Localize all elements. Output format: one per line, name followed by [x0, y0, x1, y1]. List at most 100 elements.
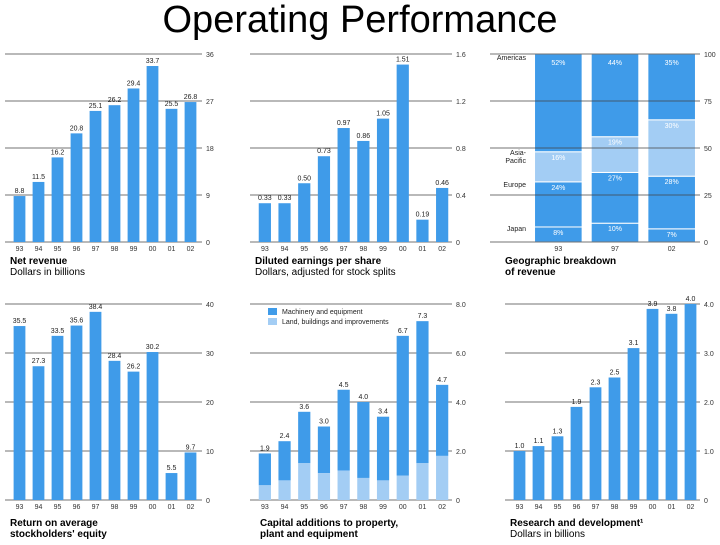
slide-title: Operating Performance — [162, 0, 558, 41]
geo-ytick: 0 — [704, 240, 708, 247]
net_revenue-ytick: 36 — [206, 52, 214, 59]
eps-value-label: 1.05 — [376, 111, 390, 118]
rnd-value-label: 1.3 — [553, 428, 563, 435]
eps-bar — [396, 64, 409, 242]
roe-xtick: 94 — [35, 504, 43, 511]
geo-ytick: 25 — [704, 193, 712, 200]
roe-bar — [108, 360, 121, 500]
net_revenue-bar — [51, 157, 64, 242]
geo-segment-label: 44% — [608, 60, 622, 67]
capex-bar-land — [278, 480, 291, 500]
net_revenue-value-label: 20.8 — [70, 125, 84, 132]
geo-segment-asia-pacific — [590, 136, 640, 173]
eps-bar — [357, 140, 370, 242]
capex-legend-label-machinery: Machinery and equipment — [282, 309, 363, 316]
capex-bar-machinery — [396, 335, 409, 476]
net_revenue-value-label: 33.7 — [146, 58, 160, 65]
capex-value-label: 2.4 — [280, 433, 290, 440]
rnd-value-label: 3.9 — [648, 301, 658, 308]
geo-xtick: 93 — [554, 246, 562, 253]
geo-ytick: 75 — [704, 99, 712, 106]
capex-legend-swatch-land — [268, 318, 277, 325]
rnd-xtick: 94 — [535, 504, 543, 511]
net-revenue-subtitle: Dollars in billions — [10, 267, 86, 278]
net_revenue-bar — [32, 181, 45, 242]
net_revenue-value-label: 16.2 — [51, 149, 65, 156]
geo-title-1: Geographic breakdown — [505, 256, 617, 267]
net_revenue-xtick: 93 — [16, 246, 24, 253]
eps-value-label: 0.50 — [297, 175, 311, 182]
geo-ytick: 100 — [704, 52, 716, 59]
net_revenue-ytick: 18 — [206, 146, 214, 153]
capex-bar-machinery — [278, 441, 291, 481]
net_revenue-xtick: 02 — [187, 246, 195, 253]
roe-xtick: 96 — [73, 504, 81, 511]
geo-segment-europe — [534, 181, 583, 228]
net_revenue-xtick: 99 — [130, 246, 138, 253]
geo-ytick: 50 — [704, 146, 712, 153]
roe-xtick: 99 — [130, 504, 138, 511]
capex-bar-machinery — [357, 402, 370, 478]
rnd-xtick: 00 — [649, 504, 657, 511]
capex-bar-land — [258, 485, 271, 500]
capex-title-2: plant and equipment — [260, 529, 358, 540]
net_revenue-bar — [127, 88, 140, 242]
roe-value-label: 38.4 — [89, 304, 103, 311]
rnd-xtick: 01 — [668, 504, 676, 511]
capex-xtick: 94 — [281, 504, 289, 511]
net_revenue-value-label: 25.5 — [165, 101, 179, 108]
capex-value-label: 3.6 — [299, 404, 309, 411]
capex-xtick: 97 — [340, 504, 348, 511]
roe-value-label: 5.5 — [167, 465, 177, 472]
geo-region-label: Japan — [507, 226, 526, 233]
net_revenue-bar — [146, 66, 159, 242]
geo-segment-europe — [590, 171, 640, 224]
capex-chart: 8.0 6.0 4.0 2.0 0 Machinery and equipment Land… — [250, 302, 466, 511]
capex-ytick: 2.0 — [456, 449, 466, 456]
roe-value-label: 30.2 — [146, 344, 160, 351]
geo-caption: Geographic breakdown of revenue — [505, 256, 720, 278]
eps-ytick: 0.8 — [456, 146, 466, 153]
geo-segment-label: 7% — [667, 232, 677, 239]
rnd-bar — [532, 446, 545, 500]
net_revenue-value-label: 26.8 — [184, 94, 198, 101]
rnd-subtitle: Dollars in billions — [510, 529, 586, 540]
rnd-caption: Research and development¹ Dollars in bil… — [510, 518, 720, 540]
eps-ytick: 1.2 — [456, 99, 466, 106]
net_revenue-value-label: 26.2 — [108, 97, 122, 104]
capex-bar-machinery — [376, 416, 390, 481]
rnd-panel: 4.0 3.0 2.0 1.0 0 1.0 93 1.1 94 1.3 95 1.9 96 2.3 97 2.… — [480, 290, 720, 545]
roe-bar — [13, 326, 26, 500]
rnd-ytick: 1.0 — [704, 449, 714, 456]
net_revenue-ytick: 27 — [206, 99, 214, 106]
eps-value-label: 1.51 — [396, 57, 410, 64]
eps-xtick: 96 — [320, 246, 328, 253]
roe-bar — [127, 371, 140, 500]
rnd-bar — [551, 436, 564, 500]
geo-segment-europe — [647, 175, 696, 230]
geo-panel: 8% 24% 16% 52% 93 10% 27% 19% 44% 97 7% 28% 30% 35% 02… — [480, 42, 720, 297]
net_revenue-ytick: 0 — [206, 240, 210, 247]
eps-xtick: 94 — [281, 246, 289, 253]
geo-segment-americas — [534, 53, 583, 153]
capex-legend-label-land: Land, buildings and improvements — [282, 319, 389, 326]
eps-bar — [258, 203, 271, 242]
capex-bar-machinery — [317, 426, 331, 474]
rnd-xtick: 93 — [516, 504, 524, 511]
eps-title: Diluted earnings per share — [255, 256, 382, 267]
geo-chart: 8%24%16%52%9310%27%19%44%977%28%30%35%02… — [490, 52, 716, 253]
eps-value-label: 0.86 — [357, 133, 371, 140]
rnd-bar — [608, 377, 621, 500]
capex-bar-machinery — [337, 389, 350, 471]
rnd-value-label: 1.1 — [534, 438, 544, 445]
rnd-value-label: 1.9 — [572, 399, 582, 406]
eps-caption: Diluted earnings per share Dollars, adju… — [255, 256, 480, 278]
eps-value-label: 0.19 — [416, 212, 430, 219]
roe-bar — [184, 452, 197, 500]
rnd-xtick: 98 — [611, 504, 619, 511]
geo-segment-label: 30% — [665, 123, 679, 130]
eps-xtick: 97 — [340, 246, 348, 253]
eps-xtick: 00 — [399, 246, 407, 253]
roe-xtick: 98 — [111, 504, 119, 511]
rnd-bar — [570, 406, 583, 500]
